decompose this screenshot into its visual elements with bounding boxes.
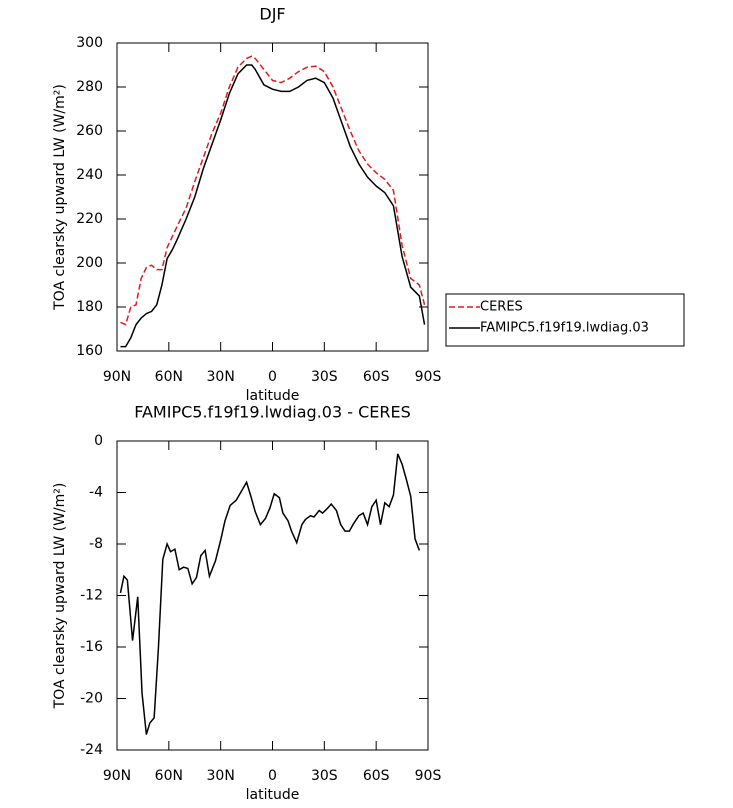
data-line (120, 55, 426, 326)
y-tick-label: 280 (76, 79, 103, 95)
y-tick-label: -24 (80, 742, 103, 758)
data-line (120, 64, 426, 348)
y-tick-label: 220 (76, 211, 103, 227)
legend-label: CERES (480, 300, 523, 315)
x-tick-label: 60N (155, 768, 183, 784)
x-tick-label: 30N (207, 369, 235, 385)
x-tick-label: 0 (268, 369, 277, 385)
y-tick-label: 160 (76, 343, 103, 359)
x-tick-label: 0 (268, 768, 277, 784)
y-tick-label: 240 (76, 167, 103, 183)
x-axis-label: latitude (246, 388, 300, 404)
chart-title: DJF (259, 5, 285, 24)
plot-frame (116, 440, 429, 751)
y-tick-label: 0 (94, 433, 103, 449)
y-tick-label: 180 (76, 299, 103, 315)
x-tick-label: 60S (363, 369, 390, 385)
x-tick-label: 30N (207, 768, 235, 784)
y-tick-label: -16 (80, 639, 103, 655)
y-tick-label: -12 (80, 588, 103, 604)
x-tick-label: 90N (103, 768, 131, 784)
y-tick-label: -8 (89, 536, 103, 552)
legend-box (445, 293, 685, 347)
legend-label: FAMIPC5.f19f19.lwdiag.03 (480, 321, 649, 336)
y-tick-label: -4 (89, 485, 103, 501)
x-tick-label: 90S (415, 369, 442, 385)
y-tick-label: 200 (76, 255, 103, 271)
y-tick-label: -20 (80, 691, 103, 707)
x-axis-label: latitude (246, 787, 300, 803)
y-axis-label: TOA clearsky upward LW (W/m²) (52, 483, 68, 710)
data-line (119, 453, 421, 735)
x-tick-label: 90N (103, 369, 131, 385)
x-tick-label: 60N (155, 369, 183, 385)
y-axis-label: TOA clearsky upward LW (W/m²) (52, 84, 68, 311)
y-tick-label: 300 (76, 35, 103, 51)
x-tick-label: 30S (311, 369, 338, 385)
y-tick-label: 260 (76, 123, 103, 139)
x-tick-label: 30S (311, 768, 338, 784)
chart-title: FAMIPC5.f19f19.lwdiag.03 - CERES (134, 403, 411, 422)
x-tick-label: 60S (363, 768, 390, 784)
x-tick-label: 90S (415, 768, 442, 784)
